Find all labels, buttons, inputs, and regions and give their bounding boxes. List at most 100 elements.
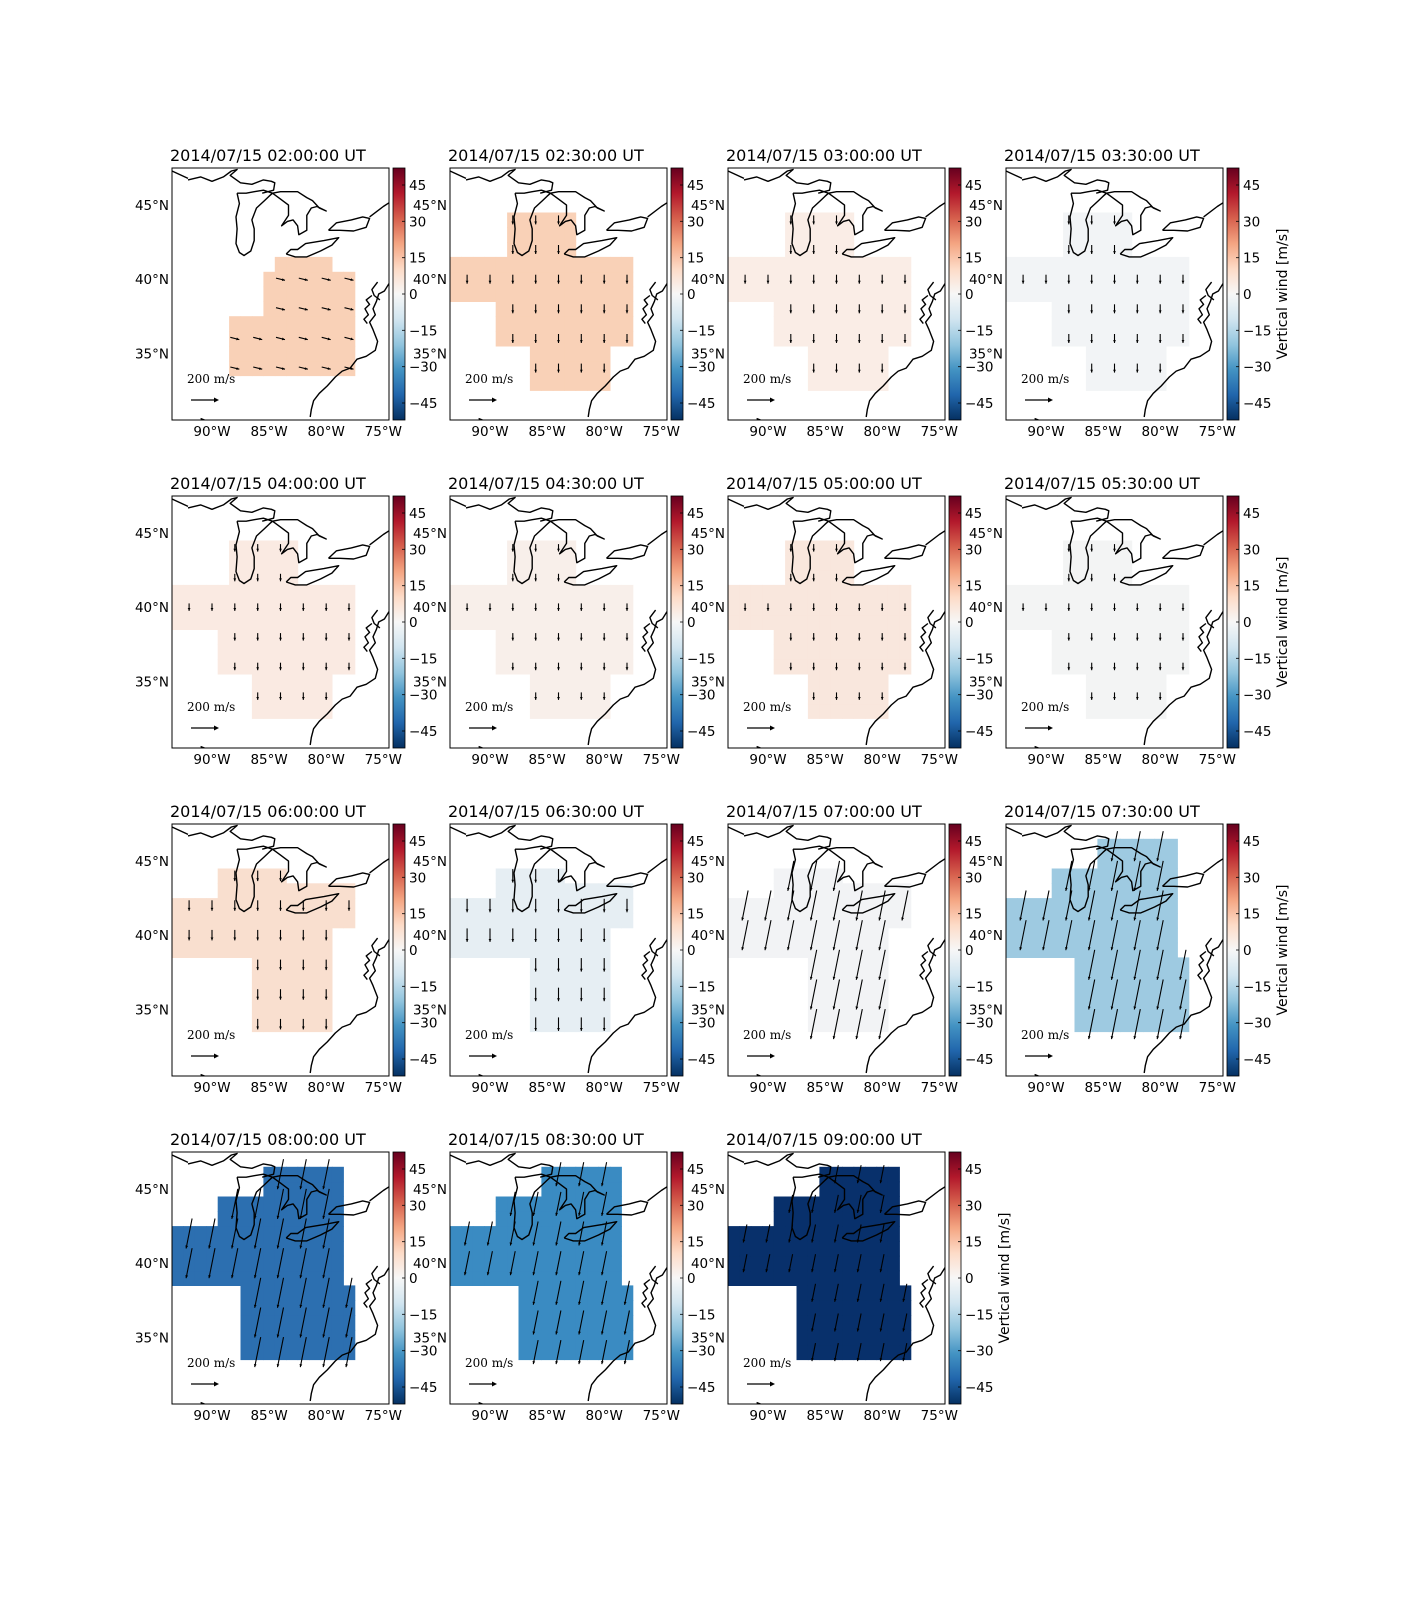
wind-arrow — [345, 1277, 353, 1308]
heatmap-cell — [309, 1270, 322, 1286]
wind-arrow — [233, 573, 237, 582]
heatmap-cell — [887, 898, 900, 914]
heatmap-cell — [830, 912, 843, 929]
wind-arrow — [557, 869, 560, 883]
wind-arrow-head — [299, 1275, 303, 1279]
heatmap-cell — [1165, 331, 1178, 347]
wind-arrow — [299, 1277, 307, 1308]
panel-contents — [1006, 168, 1223, 420]
wind-arrow-shaft — [1133, 1008, 1141, 1040]
heatmap-cell — [507, 883, 520, 899]
wind-arrow — [344, 307, 354, 311]
wind-arrow-head — [210, 937, 214, 941]
heatmap-cell — [887, 1344, 900, 1361]
heatmap-cell — [1074, 584, 1087, 601]
colorbar-tick-label: 30 — [409, 1198, 426, 1214]
wind-arrow-head — [578, 1331, 581, 1335]
wind-arrow-head — [1113, 667, 1116, 671]
heatmap-cell — [773, 912, 786, 929]
heatmap-cell — [865, 883, 878, 899]
wind-arrow — [1158, 603, 1162, 611]
y-tick-label: 35°N — [969, 674, 1003, 690]
panel-contents — [450, 1152, 667, 1404]
x-tick-label: 85°W — [806, 1408, 843, 1424]
heatmap-cell — [518, 1226, 531, 1242]
wind-arrow — [555, 1339, 562, 1365]
heatmap-cell — [1085, 644, 1098, 660]
heatmap-cell — [472, 256, 485, 273]
wind-arrow-head — [835, 280, 838, 284]
wind-arrow-head — [580, 340, 583, 343]
wind-arrow-shaft — [878, 979, 886, 1010]
heatmap-cell — [1097, 331, 1110, 347]
wind-arrow — [511, 928, 515, 942]
coastline — [1143, 939, 1223, 1074]
wind-arrow — [534, 544, 537, 552]
wind-arrow — [901, 890, 909, 921]
colorbar-tick-label: −45 — [409, 396, 438, 412]
wind-arrow — [1067, 544, 1071, 552]
heatmap-cell — [1143, 688, 1156, 705]
wind-arrow-shaft — [879, 1283, 885, 1302]
heatmap-cell — [1165, 256, 1178, 273]
x-tick-label: 80°W — [1142, 424, 1179, 440]
wind-arrow-head — [855, 1036, 859, 1040]
heatmap-cell — [217, 659, 230, 675]
wind-arrow-head — [256, 937, 259, 941]
wind-arrow-head — [602, 939, 606, 942]
x-tick-label: 75°W — [921, 752, 958, 768]
colorbar-tick-label: −30 — [409, 1344, 438, 1360]
heatmap-cell — [450, 912, 462, 929]
heatmap-cell — [842, 1001, 855, 1018]
reference-arrow-head — [770, 1053, 775, 1059]
coastline — [587, 1267, 667, 1402]
x-tick-label: 80°W — [308, 752, 345, 768]
wind-arrow-head — [532, 1272, 536, 1276]
heatmap-cell — [819, 1300, 832, 1316]
heatmap-cell — [587, 987, 600, 1003]
coastline — [919, 950, 929, 981]
coastline — [272, 1174, 327, 1220]
wind-arrow — [347, 662, 351, 671]
wind-arrow-head — [465, 608, 469, 611]
wind-arrow — [833, 1194, 839, 1214]
heatmap-cell — [564, 987, 577, 1003]
wind-arrow-head — [578, 1361, 581, 1365]
heatmap-cell — [518, 629, 531, 645]
x-tick-label: 90°W — [471, 424, 508, 440]
wind-arrow — [1133, 920, 1141, 951]
wind-arrow-shaft — [742, 1224, 748, 1243]
heatmap-cell — [785, 1211, 798, 1227]
panel-contents — [1006, 496, 1223, 748]
wind-arrow — [580, 633, 583, 641]
wind-arrow — [580, 363, 583, 373]
wind-arrow — [1067, 603, 1071, 611]
wind-arrow — [833, 1254, 839, 1273]
wind-arrow-head — [511, 879, 515, 883]
wind-arrow-head — [833, 1298, 837, 1302]
heatmap-cell — [309, 1255, 322, 1272]
wind-arrow — [555, 1221, 562, 1246]
heatmap-cell — [865, 927, 878, 944]
coastline — [841, 893, 896, 914]
heatmap-cell — [263, 1166, 276, 1183]
heatmap-cell — [251, 703, 264, 719]
x-tick-label: 85°W — [528, 424, 565, 440]
coastline — [309, 283, 389, 418]
wind-arrow-head — [1113, 340, 1116, 343]
wind-arrow — [1065, 890, 1073, 921]
wind-arrow — [256, 929, 259, 941]
heatmap-cell — [865, 1315, 878, 1331]
heatmap-cell — [297, 673, 310, 690]
heatmap-cell — [263, 673, 276, 690]
wind-arrow — [488, 898, 492, 913]
panel-title: 2014/07/15 06:00:00 UT — [170, 802, 366, 821]
heatmap-cell — [587, 883, 600, 899]
coastline — [1119, 893, 1174, 914]
wind-arrow — [766, 274, 770, 284]
heatmap-cell — [1120, 1001, 1133, 1018]
heatmap-cell — [541, 1226, 554, 1242]
heatmap-cell — [541, 1181, 554, 1197]
heatmap-cell — [1097, 898, 1110, 914]
wind-arrow-head — [488, 939, 492, 942]
